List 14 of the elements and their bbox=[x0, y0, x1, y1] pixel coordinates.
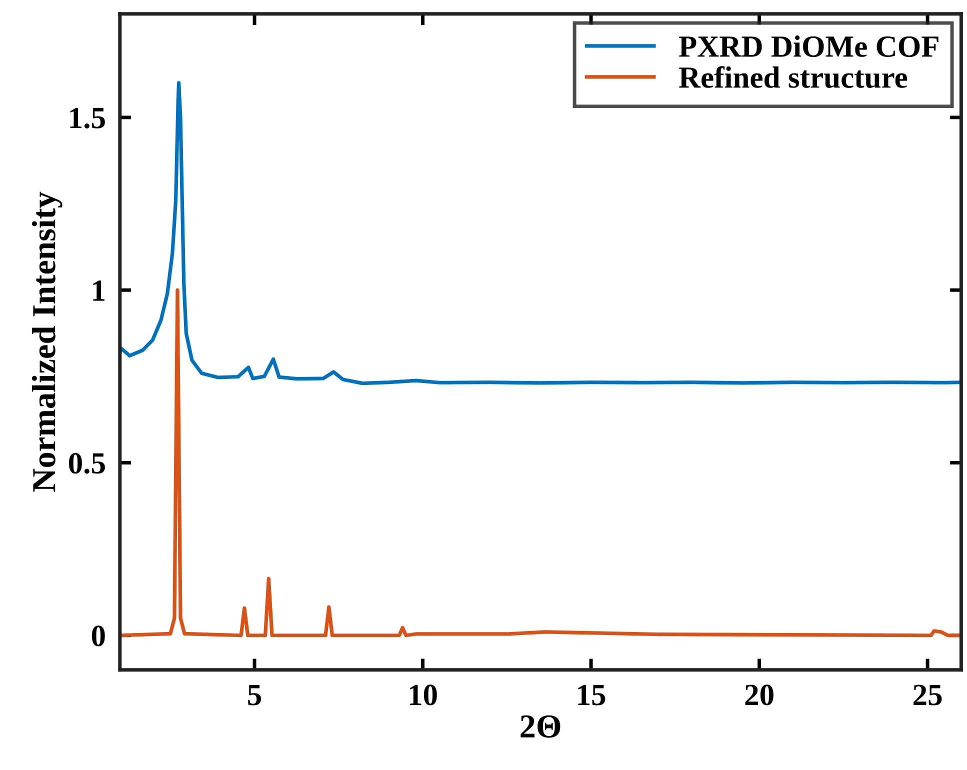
x-tick-label: 5 bbox=[248, 684, 262, 706]
x-axis-title: 2Θ bbox=[520, 715, 560, 738]
x-tick-label: 20 bbox=[745, 684, 774, 706]
y-axis-title: Normalized Intensity bbox=[32, 192, 62, 492]
y-tick-label: 1 bbox=[93, 280, 104, 301]
x-tick-label: 10 bbox=[410, 684, 437, 706]
legend-label: Refined structure bbox=[678, 66, 908, 88]
y-tick-label: 1.5 bbox=[70, 108, 105, 128]
x-tick-label: 15 bbox=[578, 684, 606, 706]
line-series bbox=[120, 288, 962, 638]
y-tick-label: 0 bbox=[92, 626, 105, 646]
legend-label: PXRD DiOMe COF bbox=[678, 35, 938, 57]
y-tick-label: 0.5 bbox=[68, 453, 105, 474]
x-tick-label: 25 bbox=[914, 684, 942, 706]
